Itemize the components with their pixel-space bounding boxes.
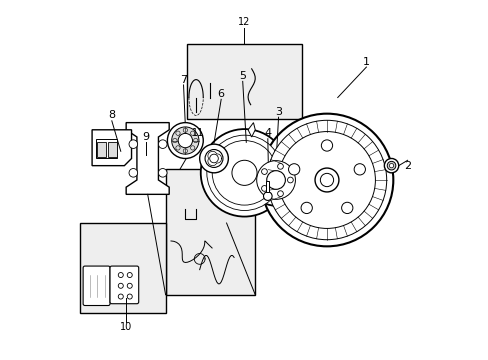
Circle shape	[118, 283, 123, 288]
Text: 11: 11	[191, 129, 203, 138]
Circle shape	[201, 129, 287, 217]
Circle shape	[314, 168, 338, 192]
Circle shape	[321, 140, 332, 151]
Text: 7: 7	[180, 75, 187, 85]
FancyBboxPatch shape	[110, 266, 139, 304]
Text: 3: 3	[275, 107, 282, 117]
Circle shape	[256, 161, 295, 199]
Circle shape	[212, 140, 276, 205]
Circle shape	[341, 202, 352, 213]
Text: 8: 8	[108, 111, 115, 121]
Circle shape	[277, 163, 283, 169]
Circle shape	[266, 171, 285, 189]
Text: 4: 4	[264, 129, 271, 138]
Circle shape	[206, 135, 282, 211]
Circle shape	[288, 164, 299, 175]
Circle shape	[353, 164, 365, 175]
Circle shape	[278, 131, 375, 229]
Bar	[187, 44, 301, 119]
Circle shape	[263, 192, 271, 201]
Circle shape	[260, 114, 392, 246]
Bar	[80, 223, 165, 313]
Text: 2: 2	[403, 161, 410, 171]
Circle shape	[231, 160, 257, 185]
Circle shape	[193, 138, 198, 143]
Circle shape	[301, 202, 312, 213]
Bar	[266, 181, 269, 192]
Text: 6: 6	[217, 89, 224, 99]
Circle shape	[384, 158, 398, 173]
Bar	[165, 169, 255, 295]
Circle shape	[172, 138, 177, 143]
Circle shape	[250, 154, 301, 206]
Bar	[97, 142, 106, 157]
Text: 9: 9	[142, 132, 149, 142]
Circle shape	[261, 185, 267, 191]
Circle shape	[167, 123, 203, 158]
Circle shape	[178, 134, 192, 148]
Circle shape	[171, 127, 199, 154]
Circle shape	[129, 168, 137, 177]
Circle shape	[127, 283, 132, 288]
FancyBboxPatch shape	[83, 266, 110, 306]
Circle shape	[209, 154, 218, 163]
Circle shape	[388, 163, 393, 168]
Circle shape	[129, 140, 137, 148]
Circle shape	[118, 273, 123, 278]
Circle shape	[204, 149, 223, 167]
Circle shape	[158, 168, 167, 177]
Circle shape	[127, 294, 132, 299]
Bar	[108, 142, 117, 157]
Circle shape	[176, 146, 180, 150]
Circle shape	[183, 149, 187, 153]
Circle shape	[277, 191, 283, 197]
Circle shape	[176, 131, 180, 135]
Circle shape	[190, 131, 194, 135]
Circle shape	[386, 161, 395, 170]
Text: 10: 10	[120, 322, 132, 332]
Circle shape	[199, 144, 228, 173]
Polygon shape	[92, 130, 131, 166]
Circle shape	[287, 177, 293, 183]
Polygon shape	[126, 123, 169, 194]
Circle shape	[320, 174, 333, 186]
Circle shape	[261, 169, 267, 175]
Circle shape	[118, 294, 123, 299]
Circle shape	[183, 128, 187, 132]
Text: 12: 12	[238, 17, 250, 27]
Text: 1: 1	[362, 57, 369, 67]
Text: 5: 5	[239, 71, 245, 81]
Circle shape	[190, 146, 194, 150]
Circle shape	[127, 273, 132, 278]
Circle shape	[267, 120, 386, 240]
Bar	[96, 139, 117, 158]
Polygon shape	[247, 123, 255, 137]
Circle shape	[158, 140, 167, 148]
